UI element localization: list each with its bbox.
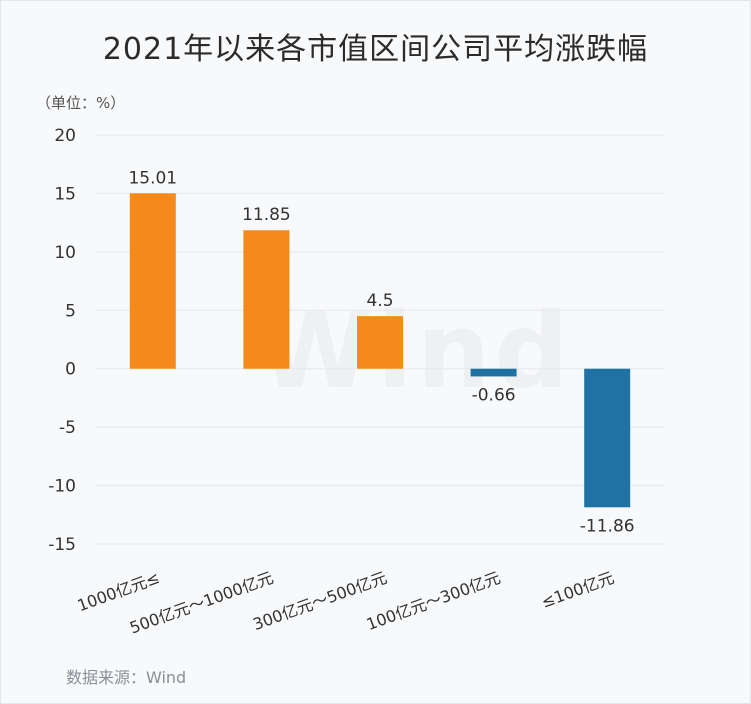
- chart-title: 2021年以来各市值区间公司平均涨跌幅: [102, 32, 649, 67]
- bar-3: [357, 316, 403, 369]
- data-label: 4.5: [366, 291, 393, 311]
- data-label: 11.85: [242, 205, 291, 225]
- unit-label: （单位：%）: [36, 94, 126, 112]
- bar-2: [243, 230, 290, 369]
- data-label: 15.01: [128, 168, 177, 188]
- data-label: -0.66: [472, 385, 516, 405]
- source-note: 数据来源：Wind: [66, 668, 187, 687]
- y-tick-label: -5: [59, 418, 76, 438]
- data-label: -11.86: [580, 516, 635, 536]
- y-tick-label: 20: [54, 126, 76, 146]
- x-axis-ticks: 1000亿元≤500亿元～1000亿元300亿元～500亿元100亿元～300亿…: [75, 568, 617, 638]
- x-tick-label: 1000亿元≤: [75, 568, 162, 615]
- y-tick-label: 0: [65, 360, 76, 380]
- bar-5: [584, 368, 631, 508]
- y-axis-ticks: 20 15 10 5 0 -5 -10 -15: [48, 126, 76, 555]
- bar-1: [129, 193, 176, 369]
- y-tick-label: 15: [54, 184, 76, 204]
- bar-4: [470, 368, 517, 377]
- data-labels: 15.01 11.85 4.5 -0.66 -11.86: [128, 168, 634, 536]
- y-tick-label: -15: [48, 535, 76, 555]
- y-tick-label: 10: [54, 243, 76, 263]
- bars: [129, 193, 631, 508]
- x-tick-label: ≤100亿元: [539, 568, 617, 612]
- y-tick-label: 5: [65, 301, 76, 321]
- y-tick-label: -10: [48, 477, 76, 497]
